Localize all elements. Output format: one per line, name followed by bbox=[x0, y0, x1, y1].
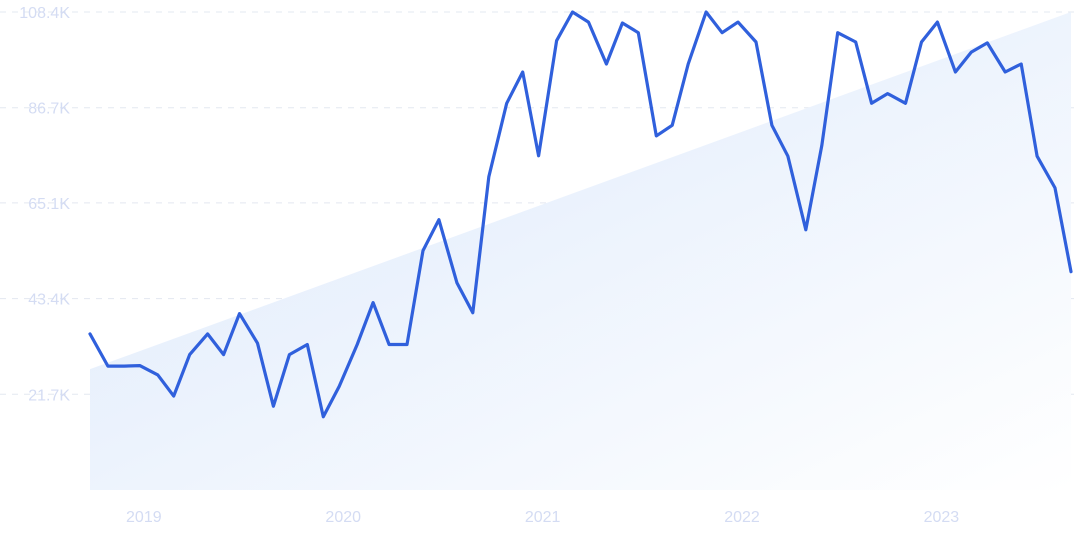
x-tick-label: 2021 bbox=[525, 509, 561, 526]
y-tick-label: 43.4K bbox=[28, 292, 70, 309]
y-axis-ticks: 21.7K 43.4K 65.1K 86.7K 108.4K bbox=[19, 5, 70, 404]
series-line-0 bbox=[88, 10, 1073, 419]
trend-area bbox=[90, 12, 1071, 490]
y-tick-label: 108.4K bbox=[19, 5, 70, 22]
x-tick-label: 2020 bbox=[325, 509, 361, 526]
y-tick-label: 86.7K bbox=[28, 101, 70, 118]
x-tick-label: 2023 bbox=[924, 509, 960, 526]
x-axis-ticks: 2019 2020 2021 2022 2023 bbox=[126, 509, 959, 526]
x-tick-label: 2019 bbox=[126, 509, 162, 526]
y-tick-label: 21.7K bbox=[28, 387, 70, 404]
x-tick-label: 2022 bbox=[724, 509, 760, 526]
y-tick-label: 65.1K bbox=[28, 196, 70, 213]
series-line bbox=[88, 10, 1073, 419]
trend-area-fill bbox=[90, 12, 1071, 490]
